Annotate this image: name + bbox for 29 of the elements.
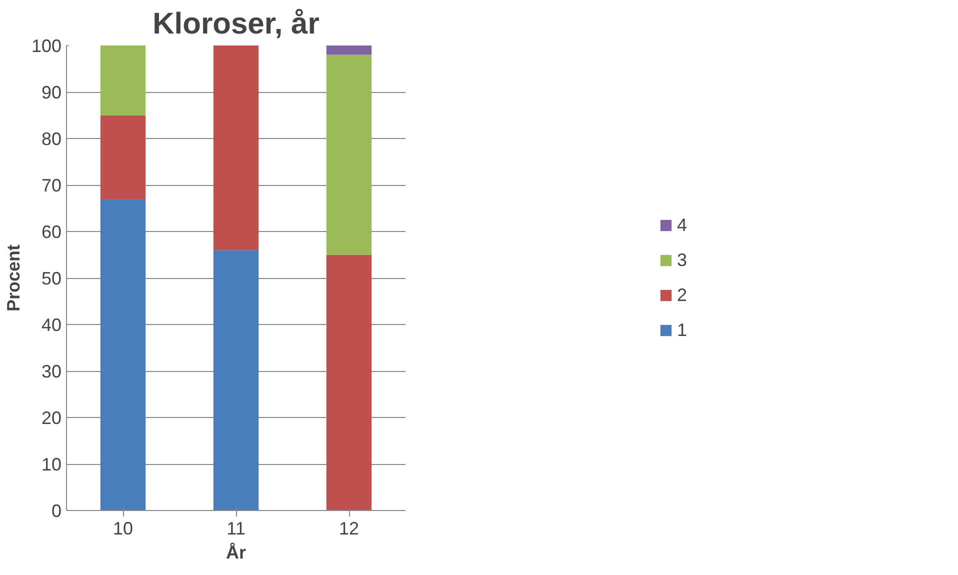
bar (100, 198, 146, 510)
y-axis-title: Procent (3, 244, 24, 312)
y-tick-label: 70 (41, 176, 62, 196)
bar (100, 46, 146, 116)
x-tick-label: 12 (338, 518, 360, 538)
y-tick-label: 0 (51, 501, 62, 521)
legend-label: 1 (677, 320, 688, 340)
legend-label: 3 (677, 250, 688, 270)
bar (326, 254, 372, 510)
y-tick-label: 50 (41, 268, 62, 288)
chart-title: Kloroser, år (152, 8, 320, 40)
bar (213, 46, 259, 250)
y-tick-label: 60 (41, 222, 62, 242)
legend-label: 4 (677, 214, 688, 236)
y-tick-label: 40 (41, 315, 62, 335)
y-tick-label: 90 (41, 82, 62, 102)
bar (100, 115, 146, 199)
x-axis-title: År (226, 542, 246, 562)
y-tick-label: 80 (41, 129, 62, 149)
bar (326, 54, 372, 255)
y-tick-label: 20 (41, 408, 62, 428)
bar (213, 250, 259, 510)
x-tick-label: 11 (226, 518, 246, 538)
y-tick-label: 10 (41, 454, 62, 474)
legend-label: 2 (677, 284, 688, 306)
y-tick-label: 30 (41, 362, 62, 382)
y-tick-label: 100 (31, 36, 62, 56)
bar (326, 46, 372, 55)
x-tick-label: 10 (112, 518, 134, 538)
